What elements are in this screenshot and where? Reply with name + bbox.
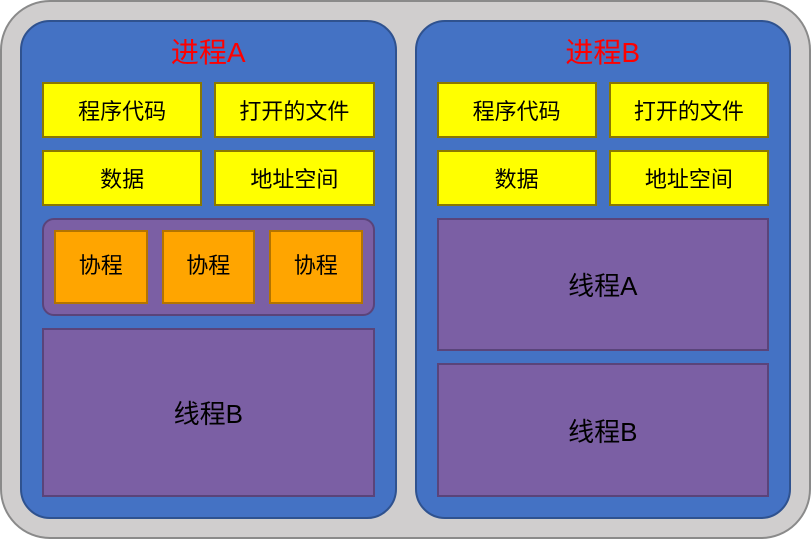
coroutine-1: 协程 — [54, 230, 148, 304]
process-a-coroutine-container: 协程 协程 协程 — [42, 218, 375, 316]
resource-data: 数据 — [42, 150, 202, 206]
process-b-thread-b: 线程B — [437, 363, 770, 497]
process-b-title: 进程B — [437, 36, 770, 70]
resource-address-space: 地址空间 — [214, 150, 374, 206]
resource-address-space-b: 地址空间 — [609, 150, 769, 206]
process-a-resources-row1: 程序代码 打开的文件 — [42, 82, 375, 138]
resource-program-code: 程序代码 — [42, 82, 202, 138]
resource-data-b: 数据 — [437, 150, 597, 206]
process-a-title: 进程A — [42, 36, 375, 70]
process-a-resources-row2: 数据 地址空间 — [42, 150, 375, 206]
coroutine-2: 协程 — [162, 230, 256, 304]
process-b-resources-row1: 程序代码 打开的文件 — [437, 82, 770, 138]
resource-program-code-b: 程序代码 — [437, 82, 597, 138]
process-a-thread-b: 线程B — [42, 328, 375, 497]
resource-open-files: 打开的文件 — [214, 82, 374, 138]
process-b-box: 进程B 程序代码 打开的文件 数据 地址空间 线程A 线程B — [415, 20, 792, 519]
process-b-thread-a: 线程A — [437, 218, 770, 352]
resource-open-files-b: 打开的文件 — [609, 82, 769, 138]
process-a-box: 进程A 程序代码 打开的文件 数据 地址空间 协程 协程 协程 线程B — [20, 20, 397, 519]
coroutine-3: 协程 — [269, 230, 363, 304]
process-b-resources-row2: 数据 地址空间 — [437, 150, 770, 206]
diagram-outer-container: 进程A 程序代码 打开的文件 数据 地址空间 协程 协程 协程 线程B 进程B … — [0, 0, 811, 539]
